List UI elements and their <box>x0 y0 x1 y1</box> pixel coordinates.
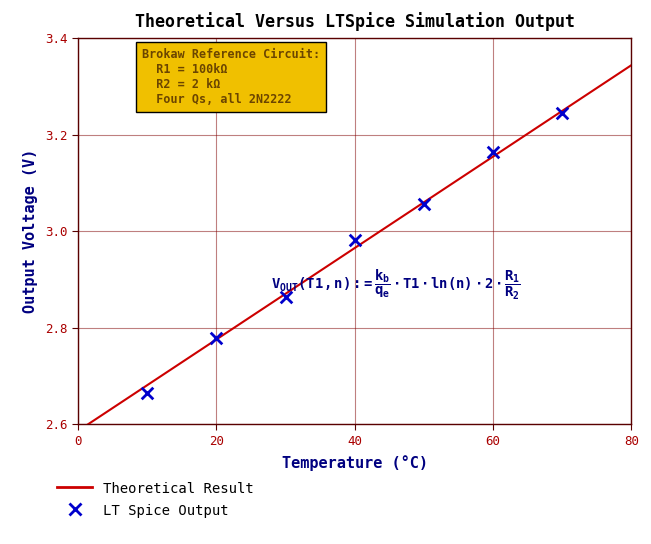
Point <box>350 236 360 244</box>
Point <box>142 388 152 397</box>
Point <box>557 109 568 118</box>
Point <box>419 199 429 208</box>
Text: $\mathbf{V_{OUT}(T1\,,n):=\dfrac{k_b}{q_e}\cdot T1\cdot ln(n)\cdot 2\cdot\dfrac{: $\mathbf{V_{OUT}(T1\,,n):=\dfrac{k_b}{q_… <box>271 268 521 302</box>
Title: Theoretical Versus LTSpice Simulation Output: Theoretical Versus LTSpice Simulation Ou… <box>135 12 575 31</box>
Point <box>281 293 291 302</box>
Point <box>488 147 499 156</box>
Text: Brokaw Reference Circuit:
  R1 = 100kΩ
  R2 = 2 kΩ
  Four Qs, all 2N2222: Brokaw Reference Circuit: R1 = 100kΩ R2 … <box>142 48 320 106</box>
Legend: Theoretical Result, LT Spice Output: Theoretical Result, LT Spice Output <box>57 481 254 518</box>
Point <box>212 334 222 343</box>
X-axis label: Temperature (°C): Temperature (°C) <box>282 455 428 471</box>
Y-axis label: Output Voltage (V): Output Voltage (V) <box>23 149 38 313</box>
